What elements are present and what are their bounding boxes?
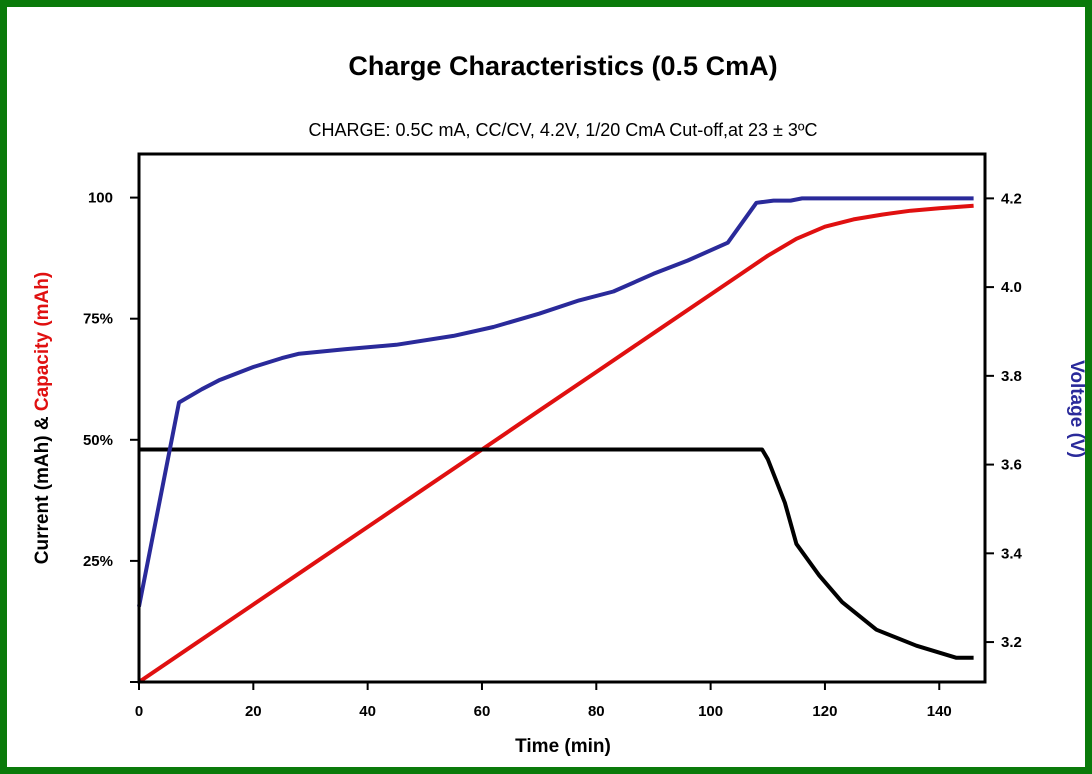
plot-border [137,152,987,684]
right-tick-label: 4.0 [1001,279,1022,296]
x-tick-label: 20 [245,703,262,720]
left-axis-label-capacity: Capacity (mAh) [32,272,53,411]
x-tick-label: 80 [588,703,605,720]
x-axis-label: Time (min) [515,736,611,757]
left-tick-label: 75% [83,311,113,328]
left-tick-label: 50% [83,432,113,449]
left-axis-label-current: Current (mAh) & [32,411,53,564]
left-axis-label: Current (mAh) & Capacity (mAh) [32,272,53,564]
right-tick-label: 4.2 [1001,190,1022,207]
right-tick-label: 3.8 [1001,368,1022,385]
x-tick-label: 100 [698,703,723,720]
right-tick-label: 3.2 [1001,634,1022,651]
right-tick-label: 3.4 [1001,545,1023,562]
x-tick-label: 120 [812,703,837,720]
x-tick-label: 40 [359,703,376,720]
series-layer [137,196,974,684]
right-tick-label: 3.6 [1001,457,1022,474]
chart-title: Charge Characteristics (0.5 CmA) [348,51,777,81]
capacity-line [137,203,974,684]
voltage-line [137,196,974,607]
right-axis-label: Voltage (V) [1066,360,1087,458]
right-axis-ticks: 3.2 3.4 3.6 3.8 4.0 4.2 [985,190,1023,651]
x-tick-label: 140 [927,703,952,720]
chart-subtitle: CHARGE: 0.5C mA, CC/CV, 4.2V, 1/20 CmA C… [308,120,817,140]
current-line [139,447,974,660]
x-axis-ticks: 0 20 40 60 80 100 120 140 [135,682,952,720]
left-tick-label: 25% [83,553,113,570]
left-axis-ticks: 25% 50% 75% 100 [83,190,139,683]
left-tick-label: 100 [88,190,113,207]
x-tick-label: 0 [135,703,143,720]
x-tick-label: 60 [474,703,491,720]
